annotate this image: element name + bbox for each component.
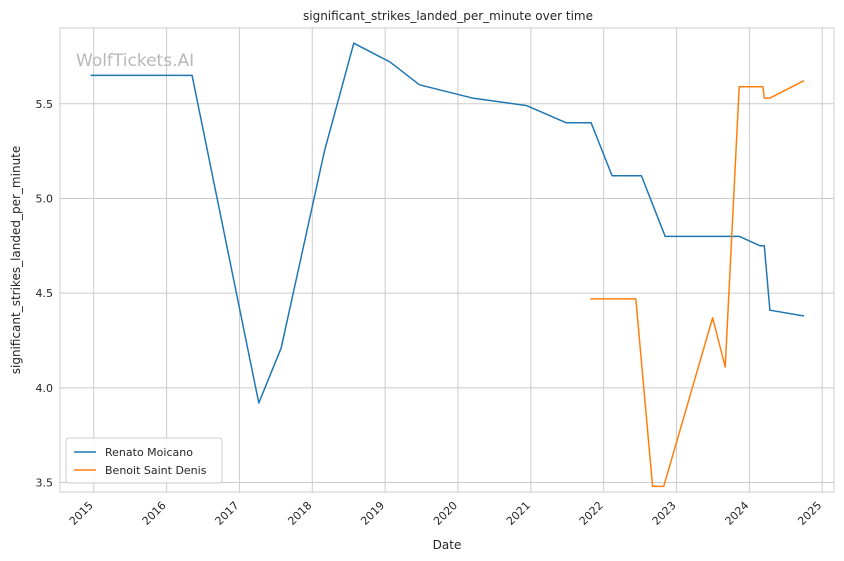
gridlines	[60, 28, 834, 492]
x-axis-label: Date	[433, 538, 462, 552]
y-tick-label: 5.5	[36, 98, 54, 111]
legend: Renato Moicano Benoit Saint Denis	[65, 437, 223, 484]
legend-label: Benoit Saint Denis	[105, 464, 207, 477]
plot-area: WolfTickets.AI Renato Moicano Benoit Sain…	[59, 27, 835, 493]
y-tick-label: 3.5	[36, 477, 54, 490]
y-tick-label: 4.5	[36, 287, 54, 300]
y-axis-label: significant_strikes_landed_per_minute	[9, 146, 23, 375]
y-tick-label: 4.0	[36, 382, 54, 395]
series-line	[590, 80, 805, 488]
plot-background	[59, 27, 835, 493]
watermark: WolfTickets.AI	[76, 51, 194, 71]
series-lines	[90, 42, 805, 488]
y-tick-label: 5.0	[36, 192, 54, 205]
legend-box	[65, 437, 223, 484]
chart-title: significant_strikes_landed_per_minute ov…	[303, 9, 593, 23]
y-axis: 3.5 4.0 4.5 5.0 5.5	[36, 98, 54, 490]
legend-label: Renato Moicano	[105, 446, 193, 459]
series-line	[90, 42, 805, 404]
